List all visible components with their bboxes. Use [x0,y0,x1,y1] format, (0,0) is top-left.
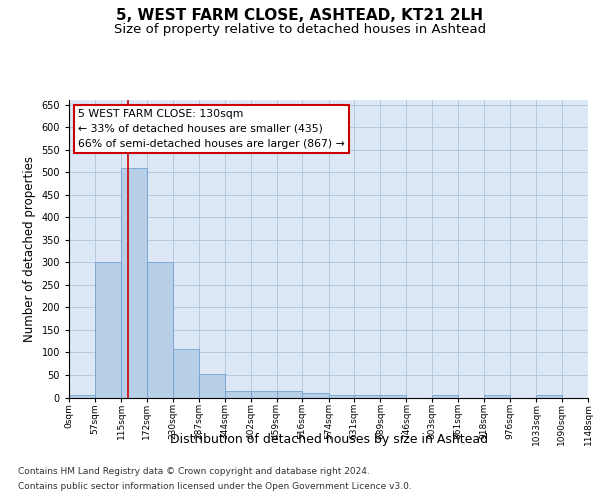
Bar [484,395,510,398]
Bar [251,390,277,398]
Text: 5 WEST FARM CLOSE: 130sqm
← 33% of detached houses are smaller (435)
66% of semi: 5 WEST FARM CLOSE: 130sqm ← 33% of detac… [78,109,345,148]
Text: Contains HM Land Registry data © Crown copyright and database right 2024.: Contains HM Land Registry data © Crown c… [18,467,370,476]
Bar [121,168,147,398]
Bar [277,391,302,398]
Bar [380,395,406,398]
Bar [329,395,354,398]
Bar [95,262,121,398]
Text: 5, WEST FARM CLOSE, ASHTEAD, KT21 2LH: 5, WEST FARM CLOSE, ASHTEAD, KT21 2LH [116,8,484,22]
Bar [147,262,173,398]
Bar [354,395,380,398]
Text: Contains public sector information licensed under the Open Government Licence v3: Contains public sector information licen… [18,482,412,491]
Bar [302,394,329,398]
Bar [199,374,224,398]
Y-axis label: Number of detached properties: Number of detached properties [23,156,36,342]
Bar [224,391,251,398]
Bar [69,395,95,398]
Bar [536,395,562,398]
Text: Size of property relative to detached houses in Ashtead: Size of property relative to detached ho… [114,22,486,36]
Bar [173,350,199,398]
Bar [432,395,458,398]
Text: Distribution of detached houses by size in Ashtead: Distribution of detached houses by size … [170,432,488,446]
